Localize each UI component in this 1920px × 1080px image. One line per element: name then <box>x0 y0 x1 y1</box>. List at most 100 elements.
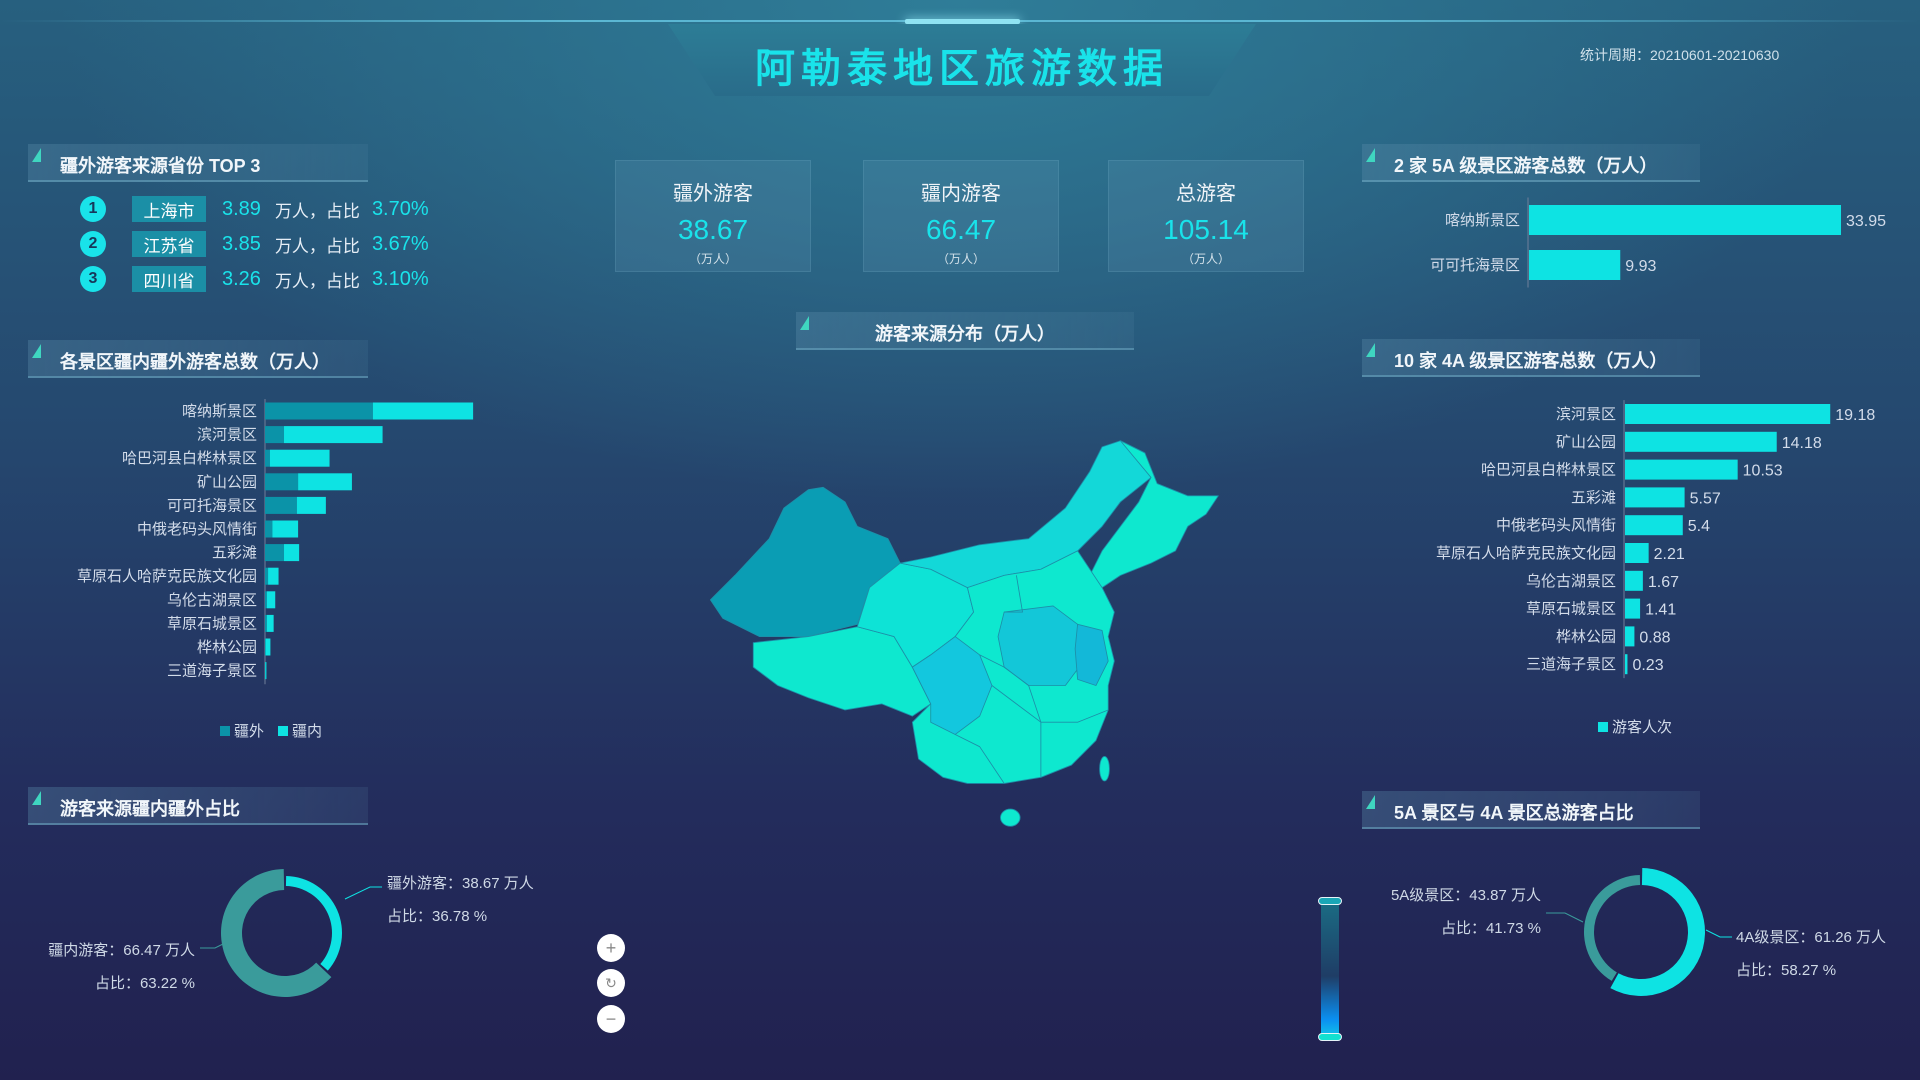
map-region-jiangsu[interactable] <box>1074 623 1109 686</box>
category-label: 矿山公园 <box>197 474 257 491</box>
title-bar <box>668 24 1256 96</box>
bar-疆内 <box>266 591 276 609</box>
bar-疆内 <box>265 662 267 680</box>
bar-疆内 <box>265 638 271 656</box>
bar-疆外 <box>265 449 270 467</box>
map-region-northeast[interactable] <box>1089 440 1219 589</box>
value-label: 2.21 <box>1654 546 1685 563</box>
map-region-hainan[interactable] <box>1000 808 1021 827</box>
category-label: 乌伦古湖景区 <box>167 592 257 609</box>
map-region-xinjiang[interactable] <box>710 486 901 637</box>
province-tag: 上海市 <box>132 196 206 222</box>
legend-swatch <box>220 726 230 736</box>
bar-疆外 <box>265 638 266 656</box>
category-label: 桦林公园 <box>197 639 257 656</box>
panel-header-4a: 10 家 4A 级景区游客总数（万人） <box>1362 339 1700 377</box>
donut-slice <box>220 869 332 997</box>
panel-header-map: 游客来源分布（万人） <box>796 312 1134 350</box>
bar-疆外 <box>265 520 273 538</box>
bar <box>1625 515 1683 536</box>
bar-疆内 <box>266 614 274 632</box>
category-label: 五彩滩 <box>212 545 257 562</box>
map-zoom-in-button[interactable]: + <box>597 934 625 962</box>
panel-title: 10 家 4A 级景区游客总数（万人） <box>1394 351 1668 371</box>
china-map[interactable] <box>708 437 1222 841</box>
corner-triangle-icon <box>800 316 809 330</box>
kpi-unit: （万人） <box>936 252 985 266</box>
slider-handle-bottom[interactable] <box>1318 1033 1342 1041</box>
kpi-unit: （万人） <box>1181 252 1230 266</box>
panel-title: 2 家 5A 级景区游客总数（万人） <box>1394 156 1658 176</box>
legend-label: 游客人次 <box>1612 719 1672 736</box>
kpi-label: 疆外游客 <box>673 183 753 205</box>
share-value: 3.10% <box>371 267 429 290</box>
bar-疆内 <box>284 426 383 444</box>
top3-row: 1 上海市 3.89 万人，占比 3.70% <box>80 194 429 224</box>
bar-疆内 <box>298 473 352 491</box>
map-region-taiwan[interactable] <box>1099 756 1110 782</box>
value-label: 5.4 <box>1688 518 1710 535</box>
province-tag: 江苏省 <box>132 231 206 257</box>
unit-text: 万人，占比 <box>274 201 360 221</box>
visual-map-slider[interactable] <box>1318 897 1342 1041</box>
slice-label: 5A级景区：43.87 万人 <box>1391 887 1541 904</box>
panel-header-top3: 疆外游客来源省份 TOP 3 <box>28 144 368 182</box>
top-glow <box>905 19 1020 24</box>
slice-label: 疆内游客：66.47 万人 <box>48 942 195 959</box>
map-reset-button[interactable]: ↻ <box>597 969 625 997</box>
value-label: 9.93 <box>1625 258 1656 275</box>
bar-疆外 <box>265 402 373 420</box>
bar-疆外 <box>265 567 269 585</box>
panel-title: 游客来源疆内疆外占比 <box>60 799 240 819</box>
bar-chart-5a: 喀纳斯景区 33.95 可可托海景区 9.93 <box>1430 197 1886 288</box>
panel-header-5a: 2 家 5A 级景区游客总数（万人） <box>1362 144 1700 182</box>
kpi-label: 总游客 <box>1176 183 1236 205</box>
top3-list: 1 上海市 3.89 万人，占比 3.70% 2 江苏省 3.85 万人，占比 … <box>80 194 429 294</box>
value-label: 33.95 <box>1846 213 1886 230</box>
kpi-inside-visitors: 疆内游客 66.47 （万人） <box>863 160 1059 272</box>
category-label: 矿山公园 <box>1556 434 1616 451</box>
panel-header-scenic-totals: 各景区疆内疆外游客总数（万人） <box>28 340 368 378</box>
category-label: 草原石人哈萨克民族文化园 <box>77 568 257 585</box>
kpi-total-visitors: 总游客 105.14 （万人） <box>1108 160 1304 272</box>
slider-handle-top[interactable] <box>1318 897 1342 905</box>
share-value: 3.70% <box>371 197 429 220</box>
bar-疆外 <box>265 614 267 632</box>
bar <box>1529 205 1842 235</box>
legend-swatch <box>278 726 288 736</box>
stat-period: 统计周期：20210601-20210630 <box>1580 47 1780 63</box>
bar-疆外 <box>265 496 297 514</box>
kpi-value: 66.47 <box>925 214 997 245</box>
slice-share: 占比：41.73 % <box>1441 920 1541 937</box>
slice-share: 占比：58.27 % <box>1736 962 1836 979</box>
bar-疆内 <box>272 520 299 538</box>
donut-slice <box>1584 875 1641 981</box>
legend-label: 疆外 <box>234 723 264 740</box>
bar-疆内 <box>372 402 474 420</box>
bar <box>1625 487 1685 508</box>
category-label: 桦林公园 <box>1556 628 1616 645</box>
value-label: 0.88 <box>1639 629 1670 646</box>
bar <box>1625 598 1641 619</box>
kpi-outside-visitors: 疆外游客 38.67 （万人） <box>615 160 811 272</box>
stacked-bar-chart: 喀纳斯景区滨河景区哈巴河县白桦林景区矿山公园可可托海景区中俄老码头风情街五彩滩草… <box>77 399 474 740</box>
category-label: 乌伦古湖景区 <box>1526 573 1616 590</box>
leader-line <box>1705 929 1732 938</box>
panel-title: 各景区疆内疆外游客总数（万人） <box>60 352 330 372</box>
map-zoom-out-button[interactable]: − <box>597 1005 625 1033</box>
legend-swatch <box>1598 722 1608 732</box>
bar-chart-4a: 滨河景区 19.18 矿山公园 14.18 哈巴河县白桦林景区 10.53 五彩滩 5.57 中… <box>1436 400 1875 736</box>
unit-text: 万人，占比 <box>274 271 360 291</box>
map-region-central[interactable] <box>997 605 1085 686</box>
bar <box>1625 654 1628 675</box>
leader-line <box>344 886 382 900</box>
category-label: 滨河景区 <box>1556 406 1616 423</box>
bar <box>1625 570 1643 591</box>
leader-line <box>200 942 226 949</box>
value-label: 5.57 <box>1690 490 1721 507</box>
value-label: 1.41 <box>1645 602 1676 619</box>
map-region-sichuan[interactable] <box>911 636 993 735</box>
bar <box>1529 250 1621 280</box>
